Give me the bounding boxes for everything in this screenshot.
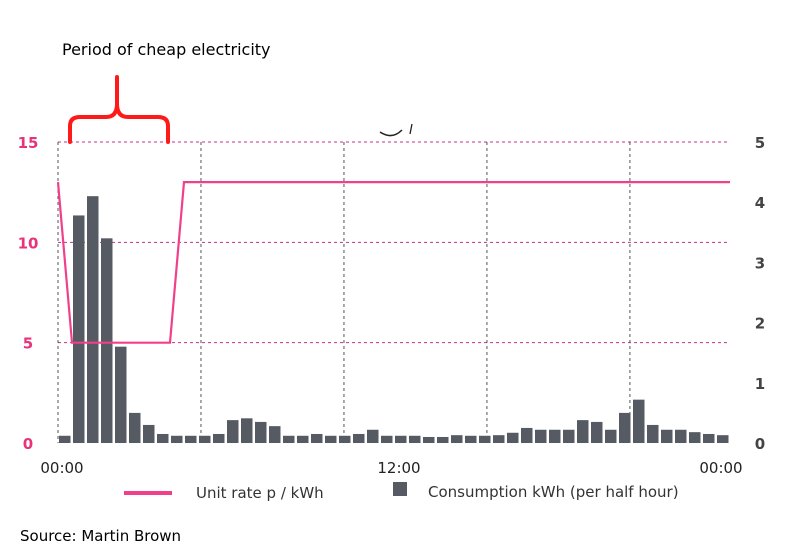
consumption-bar bbox=[507, 432, 519, 443]
consumption-bar bbox=[115, 346, 127, 443]
consumption-bar bbox=[87, 196, 99, 443]
x-axis-ticks: 00:00 12:00 00:00 bbox=[40, 459, 742, 477]
legend-label-unit-rate: Unit rate p / kWh bbox=[196, 484, 324, 502]
right-tick-label: 4 bbox=[755, 194, 765, 212]
legend-swatch-consumption bbox=[393, 482, 407, 496]
consumption-bar bbox=[241, 418, 253, 443]
consumption-bar bbox=[437, 436, 449, 443]
right-tick-label: 0 bbox=[755, 435, 765, 453]
annotation-text: Period of cheap electricity bbox=[62, 40, 271, 59]
consumption-bar bbox=[213, 433, 225, 443]
cheap-period-brace bbox=[68, 75, 170, 144]
consumption-bar bbox=[605, 429, 617, 443]
consumption-bar bbox=[409, 435, 421, 443]
right-tick-label: 5 bbox=[755, 134, 765, 152]
x-tick-label: 12:00 bbox=[377, 459, 420, 477]
consumption-bar bbox=[535, 429, 547, 443]
consumption-bar bbox=[297, 435, 309, 443]
right-tick-label: 2 bbox=[755, 315, 765, 333]
consumption-bar bbox=[423, 436, 435, 443]
consumption-bar bbox=[451, 435, 463, 443]
consumption-bar bbox=[129, 412, 141, 443]
consumption-bar bbox=[563, 429, 575, 443]
consumption-bar bbox=[703, 433, 715, 443]
consumption-bar bbox=[521, 427, 533, 443]
consumption-bar bbox=[675, 429, 687, 443]
partial-glyph-tick bbox=[409, 123, 413, 135]
right-tick-label: 3 bbox=[755, 254, 765, 272]
consumption-bar bbox=[689, 432, 701, 443]
consumption-bar bbox=[199, 435, 211, 443]
consumption-bar bbox=[339, 435, 351, 443]
x-tick-label: 00:00 bbox=[699, 459, 742, 477]
consumption-bar bbox=[633, 399, 645, 443]
consumption-bar bbox=[395, 435, 407, 443]
consumption-bar bbox=[591, 421, 603, 443]
consumption-bar bbox=[493, 435, 505, 443]
consumption-bar bbox=[73, 215, 85, 443]
consumption-bars bbox=[59, 196, 729, 443]
x-tick-label: 00:00 bbox=[40, 459, 83, 477]
left-axis-ticks: 0 5 10 15 bbox=[18, 134, 39, 453]
consumption-bar bbox=[59, 435, 71, 443]
source-text: Source: Martin Brown bbox=[20, 527, 182, 545]
chart-grid bbox=[57, 141, 730, 443]
consumption-bar bbox=[171, 435, 183, 443]
consumption-bar bbox=[647, 424, 659, 443]
consumption-bar bbox=[479, 435, 491, 443]
unit-rate-line bbox=[56, 181, 730, 344]
legend: Unit rate p / kWh Consumption kWh (per h… bbox=[124, 482, 679, 502]
consumption-bar bbox=[381, 435, 393, 443]
left-tick-label: 15 bbox=[18, 134, 39, 152]
consumption-bar bbox=[577, 420, 589, 443]
consumption-bar bbox=[185, 435, 197, 443]
consumption-bar bbox=[661, 429, 673, 443]
consumption-bar bbox=[311, 433, 323, 443]
left-tick-label: 5 bbox=[23, 335, 33, 353]
right-tick-label: 1 bbox=[755, 375, 765, 393]
consumption-bar bbox=[353, 433, 365, 443]
partial-glyph bbox=[379, 129, 403, 137]
left-tick-label: 10 bbox=[18, 234, 39, 252]
consumption-bar bbox=[157, 433, 169, 443]
consumption-bar bbox=[255, 421, 267, 443]
legend-label-consumption: Consumption kWh (per half hour) bbox=[428, 483, 679, 501]
consumption-bar bbox=[549, 429, 561, 443]
consumption-bar bbox=[619, 412, 631, 443]
consumption-bar bbox=[269, 426, 281, 443]
consumption-bar bbox=[465, 435, 477, 443]
consumption-bar bbox=[227, 420, 239, 443]
consumption-bar bbox=[717, 435, 729, 443]
right-axis-ticks: 0 1 2 3 4 5 bbox=[755, 134, 765, 453]
left-tick-label: 0 bbox=[23, 435, 33, 453]
consumption-bar bbox=[143, 424, 155, 443]
consumption-bar bbox=[367, 429, 379, 443]
consumption-bar bbox=[101, 238, 113, 443]
consumption-bar bbox=[283, 435, 295, 443]
consumption-bar bbox=[325, 435, 337, 443]
